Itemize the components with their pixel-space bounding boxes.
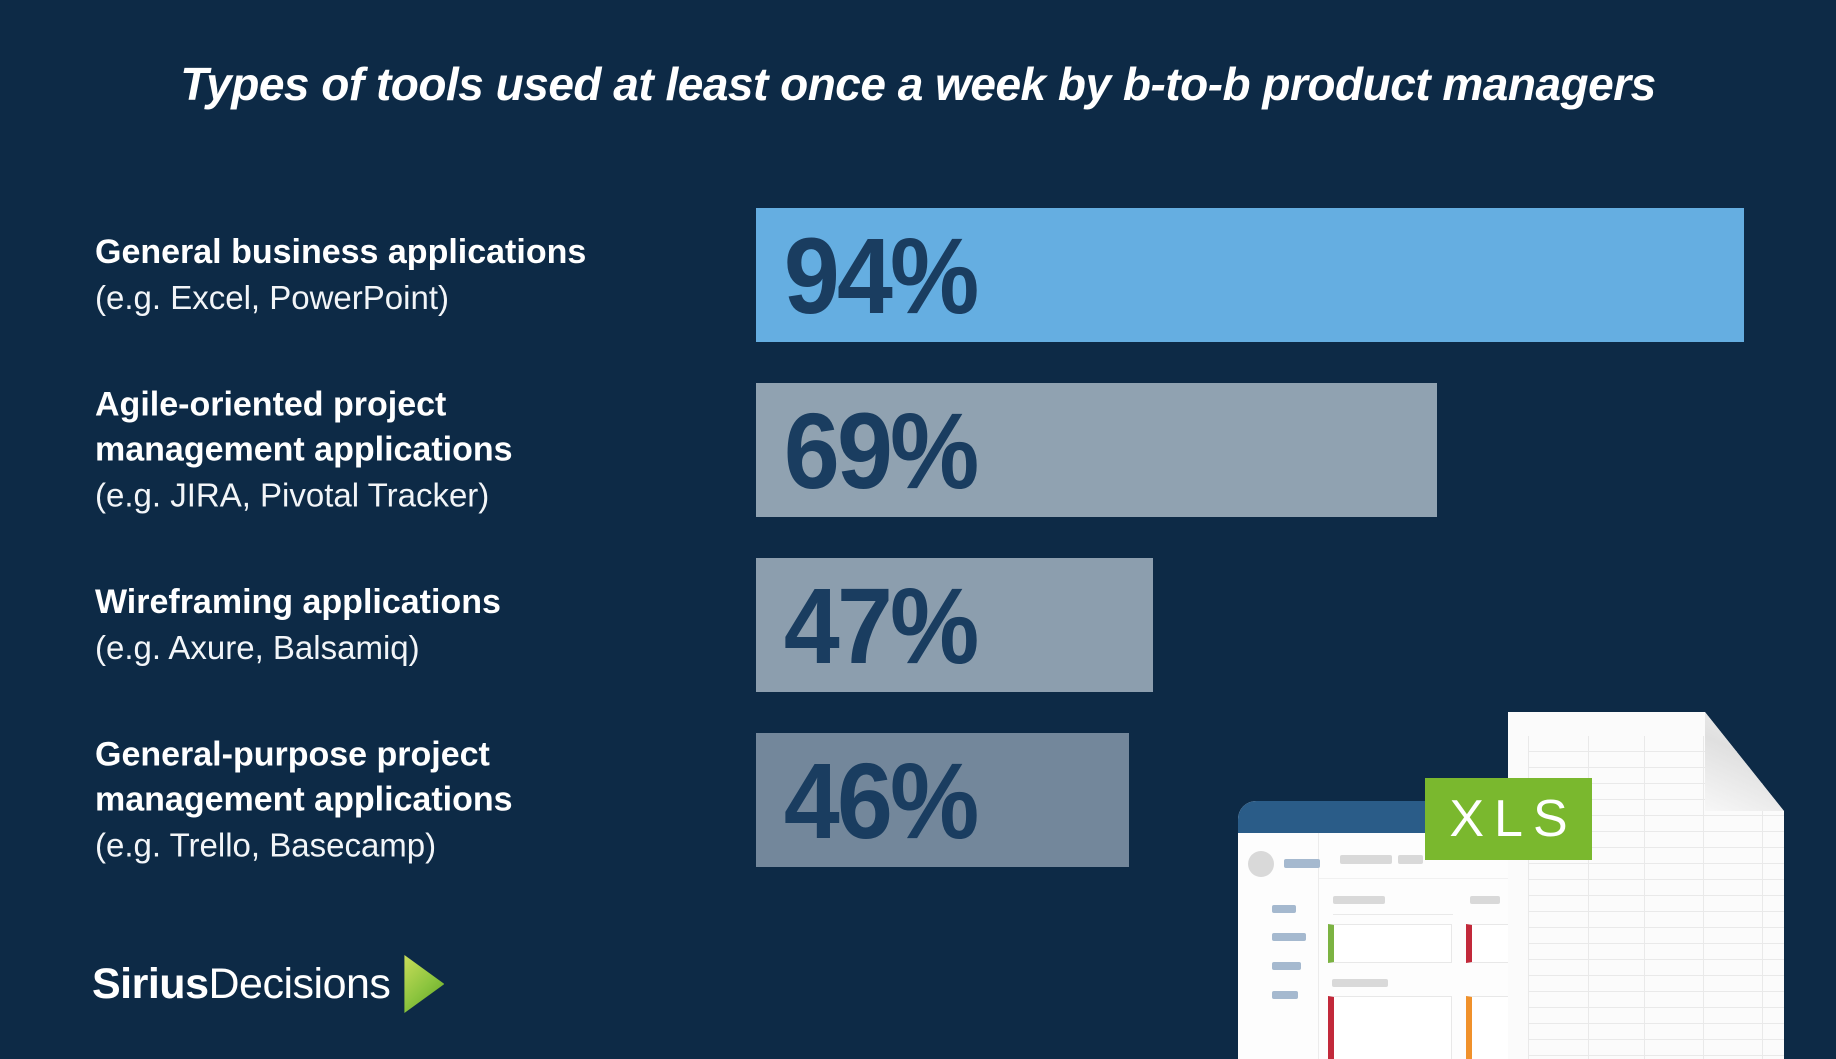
board-divider <box>1319 878 1518 879</box>
siriusdecisions-logo: SiriusDecisions <box>92 954 445 1014</box>
bar-value: 69% <box>783 389 979 511</box>
bar-label: Agile-oriented project management applic… <box>95 383 725 518</box>
bar-row: General-purpose project management appli… <box>0 733 1836 867</box>
list-underline <box>1333 914 1453 915</box>
spreadsheet-column-line <box>1528 736 1529 1059</box>
bar-label-name: General business applications <box>95 233 587 271</box>
bar-label-examples: (e.g. Excel, PowerPoint) <box>95 279 449 316</box>
bar-row: General business applications (e.g. Exce… <box>0 208 1836 342</box>
bar-label-examples: (e.g. JIRA, Pivotal Tracker) <box>95 476 490 514</box>
logo-arrow-icon <box>404 955 445 1013</box>
bar-label-name: General-purpose project management appli… <box>95 735 513 819</box>
board-title-bar <box>1340 855 1392 864</box>
spreadsheet-column-line <box>1644 736 1645 1059</box>
spreadsheet-column-line <box>1762 736 1763 1059</box>
logo-wordmark: SiriusDecisions <box>92 959 391 1009</box>
list-title-bar <box>1333 896 1385 904</box>
board-sidebar-item-bar <box>1272 905 1296 913</box>
bar: 47% <box>756 558 1153 692</box>
bar-label-examples: (e.g. Axure, Balsamiq) <box>95 629 420 666</box>
spreadsheet-illustration <box>1508 712 1784 1059</box>
bar-label: Wireframing applications (e.g. Axure, Ba… <box>95 580 725 670</box>
board-sidebar-item-bar <box>1272 933 1306 941</box>
board-sidebar-title-bar <box>1284 859 1320 868</box>
spreadsheet-column-line <box>1703 736 1704 1059</box>
logo-wordmark-bold: Sirius <box>92 959 209 1008</box>
bar-label: General business applications (e.g. Exce… <box>95 230 725 320</box>
bar-value: 94% <box>783 214 979 336</box>
xls-badge: XLS <box>1425 778 1592 860</box>
chart-title: Types of tools used at least once a week… <box>180 58 1656 110</box>
logo-wordmark-light: Decisions <box>208 959 391 1008</box>
bar-value: 46% <box>783 739 979 861</box>
spreadsheet-column-line <box>1588 736 1589 1059</box>
bar-label: General-purpose project management appli… <box>95 733 725 868</box>
board-card <box>1328 996 1452 1059</box>
list-title-bar <box>1470 896 1500 904</box>
list-title-bar <box>1332 979 1388 987</box>
avatar-icon <box>1248 851 1274 877</box>
board-card <box>1328 924 1452 963</box>
bar-label-name: Wireframing applications <box>95 583 501 621</box>
bar-value: 47% <box>783 564 979 686</box>
board-sidebar-item-bar <box>1272 962 1301 970</box>
board-sidebar-divider <box>1318 833 1319 1059</box>
bar-row: Agile-oriented project management applic… <box>0 383 1836 517</box>
board-sidebar-item-bar <box>1272 991 1298 999</box>
bar-label-name: Agile-oriented project management applic… <box>95 385 513 469</box>
bar-row: Wireframing applications (e.g. Axure, Ba… <box>0 558 1836 692</box>
bar: 94% <box>756 208 1744 342</box>
bar-label-examples: (e.g. Trello, Basecamp) <box>95 826 437 864</box>
bar: 69% <box>756 383 1437 517</box>
bar: 46% <box>756 733 1129 867</box>
board-title-bar <box>1398 855 1423 864</box>
